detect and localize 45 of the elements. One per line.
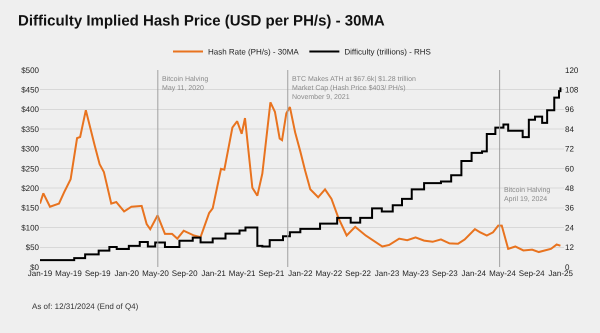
y2-tick-label: 48 [565,184,574,193]
x-tick-label: May-19 [55,269,82,278]
x-tick-label: Jan-19 [28,269,53,278]
y-tick-label: $500 [21,66,40,75]
y2-tick-label: 84 [565,124,574,134]
y2-tick-label: 120 [565,66,579,75]
x-tick-label: Jan-21 [201,269,226,278]
y-tick-label: $50 [26,243,40,252]
legend-label: Hash Rate (PH/s) - 30MA [208,48,300,57]
x-tick-label: May-24 [489,269,516,278]
text: As of: 12/31/2024 (End of Q4) [32,302,139,311]
y-tick-label: $200 [21,184,40,193]
x-tick-label: Sep-23 [432,269,458,278]
y-tick-label: $100 [21,223,40,232]
x-tick-label: May-20 [142,269,170,278]
x-tick-label: May-22 [315,269,343,278]
x-tick-label: Jan-25 [548,269,574,278]
x-tick-label: Jan-20 [114,269,140,278]
x-tick-label: Jan-22 [288,269,314,278]
y-tick-label: $450 [21,86,40,94]
y2-tick-label: 108 [565,86,579,94]
x-tick-label: May-23 [402,269,430,278]
x-tick-label: Sep-20 [172,269,198,278]
y2-tick-label: 60 [565,164,574,174]
x-tick-label: Sep-21 [258,269,285,278]
x-tick-label: Sep-22 [345,269,372,278]
x-tick-label: Sep-19 [84,269,112,278]
y2-tick-label: 12 [565,243,574,252]
y-tick-label: $150 [21,204,40,213]
chart-title: Difficulty Implied Hash Price (USD per PH/s) - 30MA [18,12,385,30]
x-tick-label: Jan-23 [374,269,400,278]
y-tick-label: $0 [30,262,40,272]
y2-tick-label: 72 [565,144,574,154]
x-tick-label: May-21 [228,269,256,278]
y-tick-label: $300 [21,144,40,154]
y-tick-label: $350 [21,124,40,134]
y-tick-label: $400 [21,105,40,114]
y2-tick-label: 96 [565,105,574,114]
y2-tick-label: 24 [565,223,574,232]
x-tick-label: Jan-24 [462,269,487,278]
y-tick-label: $250 [21,164,40,174]
y2-tick-label: 0 [565,262,570,272]
legend-label: Difficulty (trillions) - RHS [344,48,431,57]
y2-tick-label: 36 [565,204,574,213]
x-tick-label: Sep-24 [518,269,546,278]
